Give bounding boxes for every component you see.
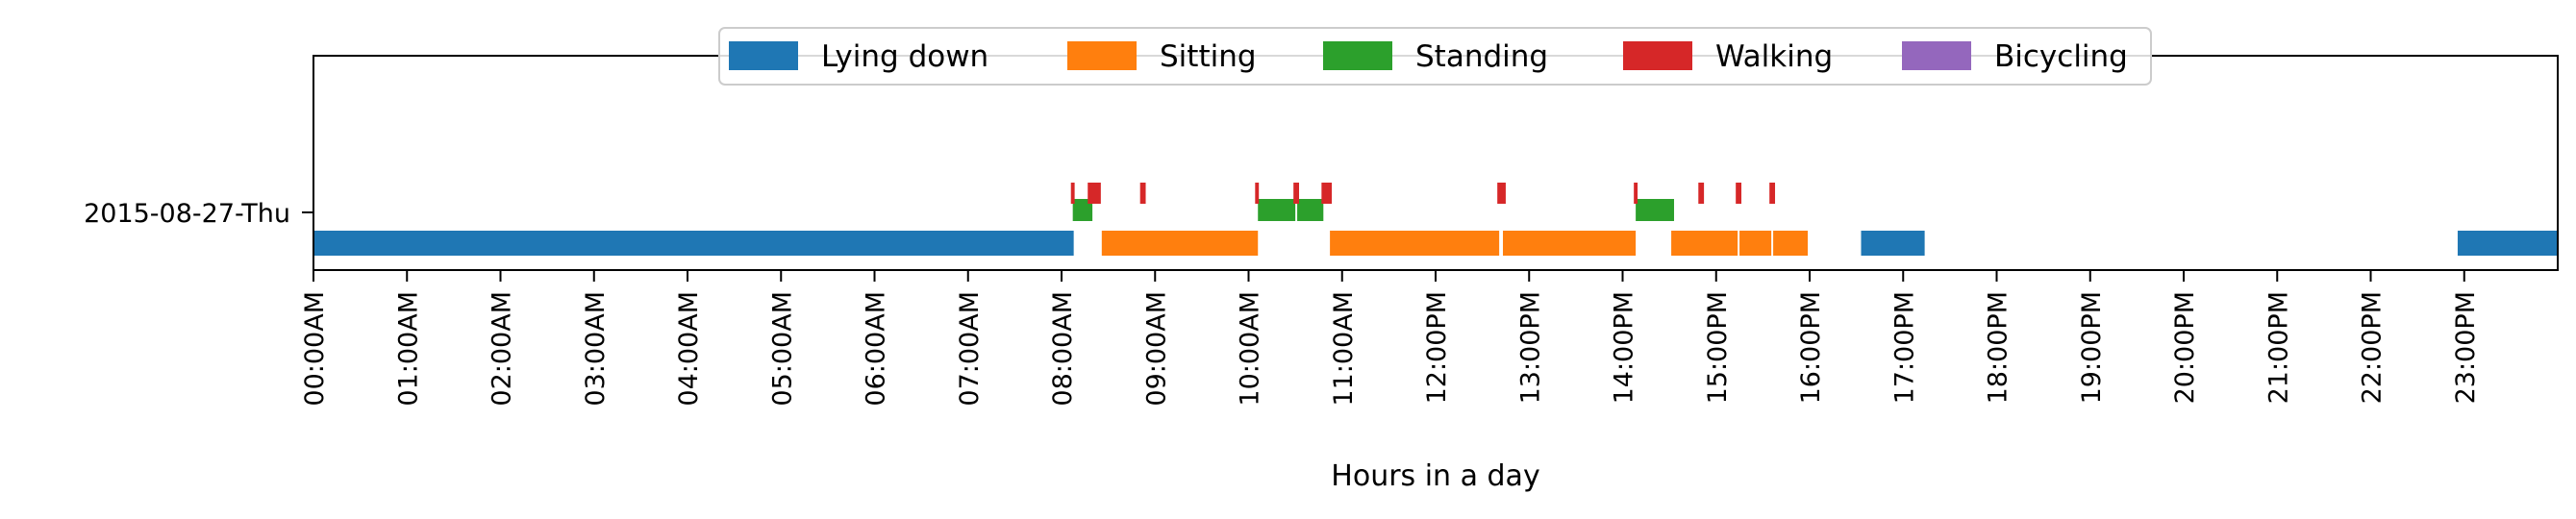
bar-walking [1736, 183, 1742, 204]
bar-standing [1636, 199, 1674, 221]
x-tick-label: 14:00PM [1610, 291, 1639, 404]
legend-swatch [1067, 41, 1137, 70]
legend-label: Standing [1415, 39, 1548, 74]
bar-walking [1088, 183, 1101, 204]
bar-walking [1769, 183, 1776, 204]
bar-standing [1258, 199, 1296, 221]
activity-bars [313, 183, 2558, 256]
x-tick-label: 23:00PM [2451, 291, 2481, 404]
x-tick-label: 07:00AM [955, 291, 985, 407]
x-tick-label: 05:00AM [767, 291, 797, 407]
bar-walking [1698, 183, 1705, 204]
legend-swatch [1323, 41, 1392, 70]
bar-lying-down [313, 231, 1074, 256]
bar-sitting [1739, 231, 1772, 256]
x-tick-label: 08:00AM [1048, 291, 1078, 407]
bar-sitting [1330, 231, 1500, 256]
legend-label: Sitting [1160, 39, 1257, 74]
x-tick-label: 00:00AM [300, 291, 330, 407]
bar-walking [1139, 183, 1146, 204]
y-tick-label: 2015-08-27-Thu [84, 199, 290, 229]
legend: Lying down Sitting Standing Walking Bicyclin… [718, 27, 2152, 86]
x-tick-label: 20:00PM [2170, 291, 2200, 404]
legend-swatch [1623, 41, 1692, 70]
bar-lying-down [1861, 231, 1925, 256]
x-axis-title: Hours in a day [1331, 459, 1539, 493]
y-axis: 2015-08-27-Thu [84, 199, 313, 229]
x-tick-label: 19:00PM [2077, 291, 2107, 404]
x-tick-label: 15:00PM [1703, 291, 1733, 404]
bar-sitting [1101, 231, 1259, 256]
legend-label: Walking [1715, 39, 1833, 74]
bar-walking [1497, 183, 1506, 204]
x-tick-label: 09:00AM [1141, 291, 1171, 407]
bar-standing [1072, 199, 1093, 221]
bar-walking [1070, 183, 1075, 204]
x-axis: 00:00AM 01:00AM 02:00AM 03:00AM 04:00AM 05:00… [300, 270, 2481, 407]
bar-sitting [1671, 231, 1738, 256]
bar-walking [1634, 183, 1638, 204]
legend-swatch [1902, 41, 1971, 70]
legend-label: Bicycling [1994, 39, 2128, 74]
x-tick-label: 11:00AM [1329, 291, 1359, 407]
x-tick-label: 16:00PM [1796, 291, 1826, 404]
legend-label: Lying down [821, 39, 988, 74]
x-tick-label: 13:00PM [1515, 291, 1545, 404]
bar-lying-down [2457, 231, 2558, 256]
x-tick-label: 10:00AM [1236, 291, 1265, 407]
x-tick-label: 02:00AM [488, 291, 517, 407]
x-tick-label: 01:00AM [393, 291, 423, 407]
bar-walking [1255, 183, 1260, 204]
x-tick-label: 17:00PM [1889, 291, 1919, 404]
x-tick-label: 21:00PM [2263, 291, 2293, 404]
x-tick-label: 22:00PM [2358, 291, 2388, 404]
x-tick-label: 04:00AM [674, 291, 704, 407]
x-tick-label: 03:00AM [581, 291, 611, 407]
x-tick-label: 18:00PM [1984, 291, 2013, 404]
x-tick-label: 12:00PM [1422, 291, 1452, 404]
bar-walking [1321, 183, 1333, 204]
bar-sitting [1773, 231, 1809, 256]
bar-standing [1297, 199, 1324, 221]
legend-swatch [729, 41, 798, 70]
bar-sitting [1503, 231, 1637, 256]
bar-walking [1293, 183, 1300, 204]
x-tick-label: 06:00AM [862, 291, 891, 407]
